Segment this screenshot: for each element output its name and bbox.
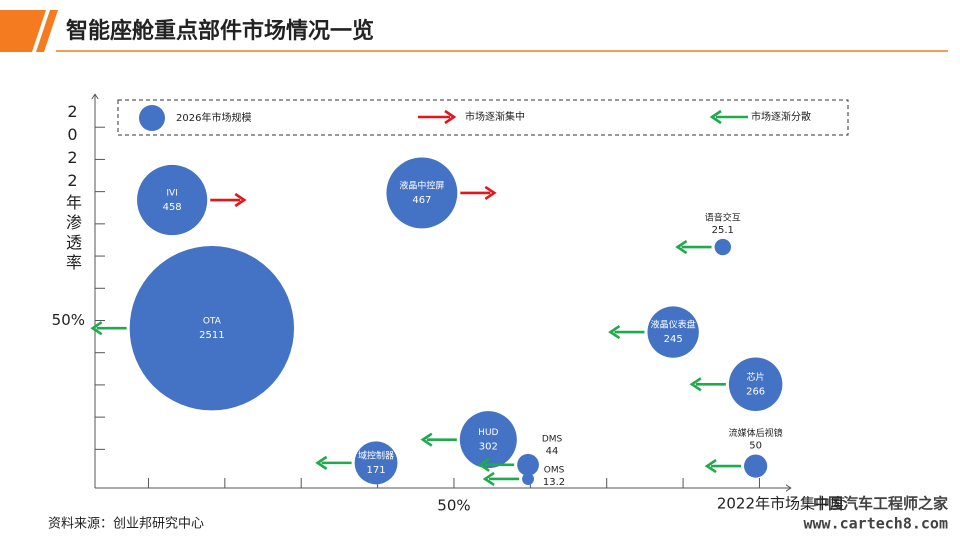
bubble bbox=[137, 164, 208, 236]
trend-arrow-head bbox=[675, 239, 688, 255]
legend-label: 市场逐渐分散 bbox=[751, 110, 811, 123]
bubble-value: 171 bbox=[367, 465, 386, 476]
bubble-value: 458 bbox=[163, 202, 182, 213]
y-axis-label: 2022年渗透率 bbox=[63, 102, 82, 274]
bubble bbox=[129, 246, 295, 411]
bubble-value: 2511 bbox=[199, 330, 224, 341]
trend-arrow-head bbox=[608, 325, 621, 340]
trend-arrow-head bbox=[90, 321, 103, 336]
bubble bbox=[714, 238, 732, 256]
bubble-label: 语音交互 bbox=[705, 211, 741, 223]
chart-title: 智能座舱重点部件市场情况一览 bbox=[66, 18, 374, 44]
bubble-label: DMS bbox=[542, 434, 563, 444]
bubble-label: 液晶中控屏 bbox=[399, 179, 444, 191]
x-axis-label: 2022年市场集中度 bbox=[717, 495, 845, 513]
bubble-value: 302 bbox=[479, 442, 498, 453]
legend-label: 市场逐渐集中 bbox=[465, 110, 525, 123]
trend-arrow-head bbox=[315, 455, 328, 470]
bubble-value: 13.2 bbox=[543, 477, 565, 488]
bubble-label: 芯片 bbox=[747, 371, 765, 383]
bubble bbox=[744, 454, 768, 478]
bubble-value: 467 bbox=[412, 195, 431, 206]
bubble bbox=[517, 453, 539, 476]
bubble bbox=[459, 411, 517, 469]
bubble bbox=[386, 157, 458, 229]
bubble bbox=[354, 441, 398, 485]
bubble bbox=[522, 473, 534, 485]
bubble-label: OTA bbox=[203, 317, 222, 327]
bubble bbox=[728, 357, 783, 412]
bubble-label: 流媒体后视镜 bbox=[729, 427, 783, 439]
source: 资料来源：创业邦研究中心 bbox=[48, 517, 204, 532]
title-deco bbox=[36, 10, 58, 52]
trend-arrow-head bbox=[484, 185, 497, 201]
bubble-label: 液晶仪表盘 bbox=[651, 319, 696, 331]
bubble-label: HUD bbox=[478, 428, 498, 438]
bubble-label: OMS bbox=[544, 465, 565, 475]
trend-arrow-head bbox=[689, 377, 702, 392]
title-deco bbox=[0, 10, 46, 52]
y-tick-label: 50% bbox=[52, 311, 85, 329]
trend-arrow-head bbox=[704, 459, 717, 474]
trend-arrow-head bbox=[420, 432, 433, 447]
bubble-value: 25.1 bbox=[712, 225, 734, 236]
legend-bubble bbox=[139, 105, 165, 131]
bubble-value: 50 bbox=[749, 440, 762, 451]
x-tick-label: 50% bbox=[437, 497, 470, 515]
bubble-value: 44 bbox=[546, 446, 559, 457]
bubble-label: IVI bbox=[166, 189, 177, 199]
watermark: 中国汽车工程师之家 bbox=[813, 495, 948, 513]
trend-arrow-head bbox=[482, 471, 495, 487]
legend-label: 2026年市场规模 bbox=[176, 111, 251, 124]
bubble-label: 域控制器 bbox=[358, 449, 394, 461]
bubble-value: 245 bbox=[664, 334, 683, 345]
trend-arrow-head bbox=[709, 109, 722, 125]
trend-arrow-head bbox=[477, 457, 490, 472]
trend-arrow-head bbox=[444, 109, 457, 125]
legend-box bbox=[117, 99, 849, 136]
bubble-value: 266 bbox=[746, 386, 765, 397]
watermark: www.cartech8.com bbox=[804, 515, 949, 533]
bubble bbox=[647, 306, 699, 358]
trend-arrow-head bbox=[234, 192, 247, 208]
